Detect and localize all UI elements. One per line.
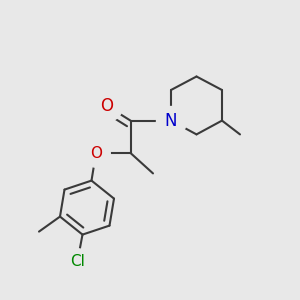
Text: O: O [90, 146, 102, 160]
Text: Cl: Cl [70, 254, 85, 269]
Text: O: O [100, 97, 113, 115]
Text: N: N [165, 112, 177, 130]
